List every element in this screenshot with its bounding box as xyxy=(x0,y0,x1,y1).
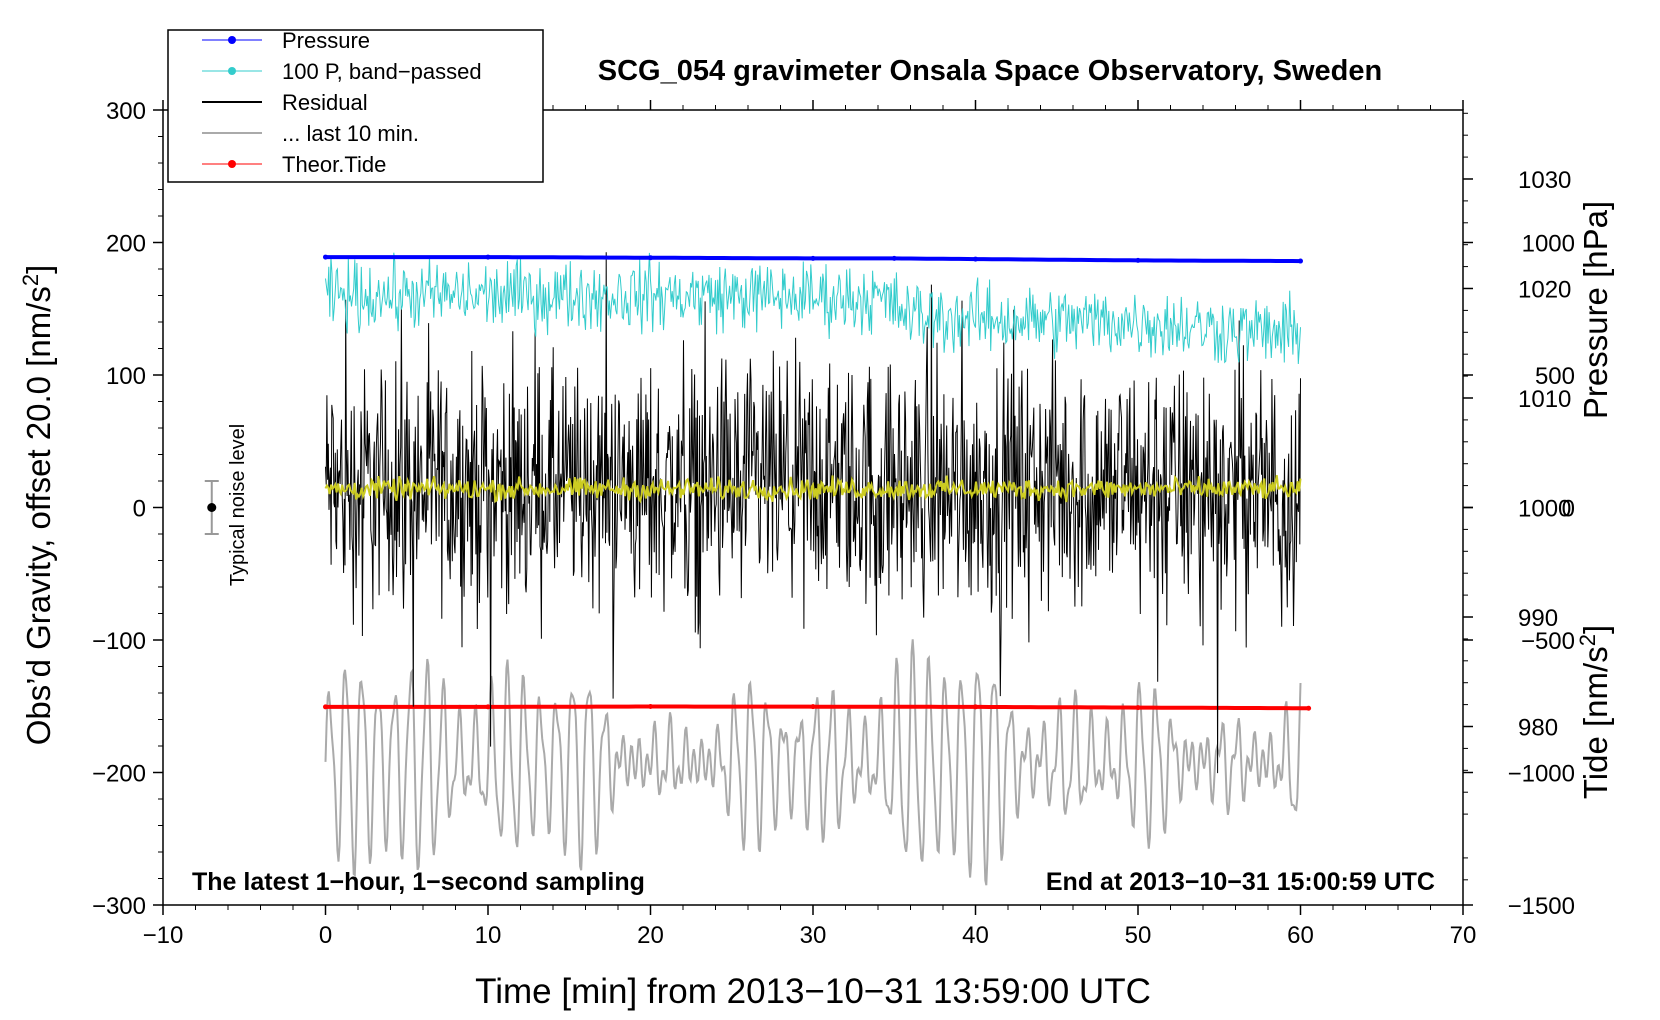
x-tick-label: 70 xyxy=(1450,922,1477,949)
tide-tick-label: −1500 xyxy=(1508,893,1575,920)
data-point xyxy=(891,255,897,261)
series-line-residual-smoothed xyxy=(324,474,1302,504)
series-line-residual xyxy=(325,252,1301,774)
pressure-tick-label: 1020 xyxy=(1518,276,1571,303)
tide-tick-label: 500 xyxy=(1535,363,1575,390)
pressure-tick-label: 1000 xyxy=(1518,496,1571,523)
noise-bar-center xyxy=(207,503,217,512)
data-point xyxy=(810,704,816,710)
y-left-tick-label: 300 xyxy=(106,98,146,125)
legend-label: Theor.Tide xyxy=(282,152,386,177)
x-tick-label: 10 xyxy=(475,922,502,949)
data-point xyxy=(323,254,328,260)
annotation-bottom-left: The latest 1−hour, 1−second sampling xyxy=(192,868,645,896)
tide-tick-label: 0 xyxy=(1562,496,1575,523)
data-point xyxy=(323,704,328,710)
y-left-tick-label: −200 xyxy=(92,761,146,788)
data-point xyxy=(973,704,978,710)
data-point xyxy=(485,254,491,260)
data-point xyxy=(810,255,816,261)
y-left-tick-label: −300 xyxy=(92,893,146,920)
noise-label: Typical noise level xyxy=(227,424,249,586)
data-point xyxy=(648,704,653,710)
series-line-100-p-band-passed xyxy=(325,252,1301,365)
legend: Pressure 100 P, band−passed Residual ... la… xyxy=(167,28,544,183)
data-point xyxy=(1135,705,1141,711)
y-left-tick-label: 0 xyxy=(133,496,146,523)
legend-label: Pressure xyxy=(282,28,370,53)
x-tick-label: 20 xyxy=(637,922,664,949)
pressure-tick-label: 1010 xyxy=(1518,386,1571,413)
legend-marker xyxy=(228,67,236,75)
y-left-tick-label: −100 xyxy=(92,628,146,655)
tide-tick-label: −500 xyxy=(1521,628,1575,655)
data-point xyxy=(973,256,978,262)
axis-ticks: −10 0 10 20 30 40 50 60 703002001000−100−200−300… xyxy=(92,98,1575,949)
x-tick-label: 50 xyxy=(1125,922,1152,949)
data-point xyxy=(648,255,653,261)
noise-level-indicator xyxy=(204,480,219,535)
x-axis-label: Time [min] from 2013−10−31 13:59:00 UTC xyxy=(475,972,1151,1011)
legend-box xyxy=(167,29,544,183)
x-tick-label: 0 xyxy=(319,922,332,949)
y-left-tick-label: 200 xyxy=(106,231,146,258)
annotation-bottom-right: End at 2013−10−31 15:00:59 UTC xyxy=(1046,868,1435,896)
tide-tick-label: −1000 xyxy=(1508,761,1575,788)
legend-marker xyxy=(228,36,236,44)
x-tick-label: 30 xyxy=(800,922,827,949)
pressure-tick-label: 980 xyxy=(1518,715,1558,742)
x-tick-label: 60 xyxy=(1287,922,1314,949)
series-layer xyxy=(323,252,1312,886)
legend-label: Residual xyxy=(282,90,368,115)
data-point xyxy=(1306,705,1312,711)
series-line-theor-tide xyxy=(325,704,1309,711)
legend-label: 100 P, band−passed xyxy=(282,59,482,84)
x-tick-label: −10 xyxy=(143,922,184,949)
chart-title: SCG_054 gravimeter Onsala Space Observat… xyxy=(598,55,1382,87)
tide-tick-label: 1000 xyxy=(1522,231,1575,258)
data-point xyxy=(1298,258,1303,264)
pressure-tick-label: 1030 xyxy=(1518,167,1571,194)
legend-marker xyxy=(228,160,236,168)
series-line-last-10-min xyxy=(324,639,1302,886)
data-point xyxy=(1135,257,1141,263)
y-left-axis-label: Obs’d Gravity, offset 20.0 [nm/s2] xyxy=(18,265,57,746)
data-point xyxy=(485,704,491,710)
x-tick-label: 40 xyxy=(962,922,989,949)
pressure-tick-label: 990 xyxy=(1518,605,1558,632)
tide-axis-label: Tide [nm/s2] xyxy=(1575,625,1614,799)
pressure-axis-label: Pressure [hPa] xyxy=(1577,201,1614,419)
legend-label: ... last 10 min. xyxy=(282,121,419,146)
y-left-tick-label: 100 xyxy=(106,363,146,390)
